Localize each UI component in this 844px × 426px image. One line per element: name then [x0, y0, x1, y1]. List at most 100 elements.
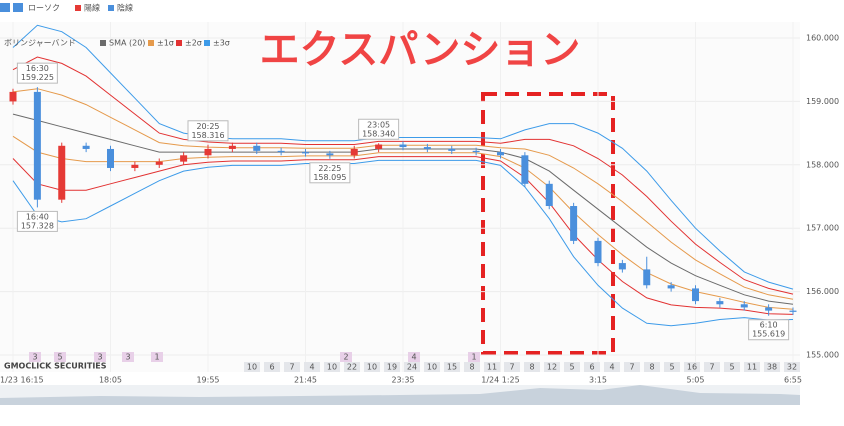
signal-box — [54, 352, 66, 362]
count-label: 10 — [247, 363, 257, 372]
x-tick-label: 18:05 — [99, 376, 122, 385]
candle-body — [277, 150, 285, 153]
candle-body — [594, 240, 602, 264]
candle-body — [131, 164, 139, 168]
count-label: 4 — [309, 363, 314, 372]
labels: 155.000 156.000 157.000 158.000 159.000 160.0… — [0, 3, 839, 385]
candle-body — [570, 206, 578, 241]
count-label: 8 — [529, 363, 534, 372]
count-label: 19 — [387, 363, 397, 372]
signal-label: 2 — [343, 353, 348, 362]
candle-body — [618, 263, 626, 270]
count-label: 7 — [629, 363, 634, 372]
count-label: 7 — [509, 363, 514, 372]
tool-icon[interactable] — [0, 3, 10, 12]
count-label: 10 — [327, 363, 337, 372]
count-box — [364, 362, 380, 372]
price-label-time: 16:30 — [26, 64, 49, 73]
price-label-time: 16:40 — [26, 212, 49, 221]
candle-body — [228, 145, 236, 149]
candle-body — [740, 304, 748, 308]
count-box — [444, 362, 460, 372]
count-box — [524, 362, 540, 372]
legend-label: ±1σ — [157, 39, 174, 48]
candle-body — [253, 145, 261, 151]
plot-area — [0, 22, 800, 372]
band-line — [12, 135, 794, 310]
count-box — [324, 362, 340, 372]
signal-box — [29, 352, 41, 362]
count-label: 5 — [669, 363, 674, 372]
count-box — [424, 362, 440, 372]
price-label-value: 158.095 — [313, 173, 346, 182]
count-box — [704, 362, 720, 372]
legend-swatch — [108, 5, 114, 11]
price-label-time: 6:10 — [760, 321, 778, 330]
count-label: 15 — [447, 363, 457, 372]
signal-label: 3 — [32, 353, 37, 362]
count-box — [584, 362, 600, 372]
candle-body — [521, 155, 529, 184]
legend-label: ボリンジャーバンド — [4, 39, 76, 48]
count-label: 7 — [709, 363, 714, 372]
price-label-box — [748, 319, 790, 341]
legend-label: 陰線 — [117, 3, 133, 13]
price-label-box — [309, 162, 351, 184]
candle-body — [423, 147, 431, 149]
candle-body — [667, 285, 675, 289]
x-tick-label: 23:35 — [391, 376, 414, 385]
count-label: 8 — [649, 363, 654, 372]
candle-body — [350, 148, 358, 156]
candle-body — [58, 145, 66, 200]
candle-body — [375, 144, 383, 149]
price-label-value: 159.225 — [21, 73, 54, 82]
price-label-value: 157.328 — [21, 221, 54, 230]
highlight-box — [481, 92, 615, 355]
count-box — [304, 362, 320, 372]
legend-swatch — [75, 5, 81, 11]
y-tick-label: 157.000 — [806, 224, 839, 233]
legend-label: ±2σ — [185, 39, 202, 48]
legend-label: ±3σ — [213, 39, 230, 48]
signal-box — [122, 352, 134, 362]
y-tick-label: 158.000 — [806, 160, 839, 169]
legend-swatch — [176, 40, 182, 46]
count-box — [724, 362, 740, 372]
count-box — [564, 362, 580, 372]
count-box — [264, 362, 280, 372]
candle-body — [82, 145, 90, 149]
count-box — [344, 362, 360, 372]
candle-body — [33, 91, 41, 200]
count-box — [244, 362, 260, 372]
legend-label: 陽線 — [84, 3, 100, 13]
price-label-box — [187, 120, 229, 142]
count-label: 5 — [569, 363, 574, 372]
logo: GMOCLICK SECURITIES — [4, 362, 107, 371]
price-label-time: 23:05 — [367, 120, 390, 129]
price-label-box — [16, 210, 58, 232]
legend-label: SMA (20) — [109, 39, 145, 48]
count-box — [684, 362, 700, 372]
count-box — [484, 362, 500, 372]
count-label: 5 — [729, 363, 734, 372]
count-label: 24 — [407, 363, 417, 372]
y-tick-label: 159.000 — [806, 97, 839, 106]
count-label: 12 — [547, 363, 557, 372]
count-box — [604, 362, 620, 372]
y-tick-label: 156.000 — [806, 287, 839, 296]
tool-icon[interactable] — [13, 3, 23, 12]
x-tick-label: 1/23 16:15 — [0, 376, 44, 385]
price-label-time: 20:25 — [196, 122, 219, 131]
count-box — [624, 362, 640, 372]
candle-body — [448, 148, 456, 151]
legend-swatch — [100, 40, 106, 46]
legend-swatch — [204, 40, 210, 46]
signal-box — [94, 352, 106, 362]
x-tick-label: 19:55 — [196, 376, 219, 385]
count-box — [544, 362, 560, 372]
navigator-area — [0, 385, 800, 405]
count-box — [404, 362, 420, 372]
x-tick-label: 5:05 — [687, 376, 705, 385]
candle-body — [692, 288, 699, 302]
chart-title: エクスパンション — [260, 27, 581, 73]
